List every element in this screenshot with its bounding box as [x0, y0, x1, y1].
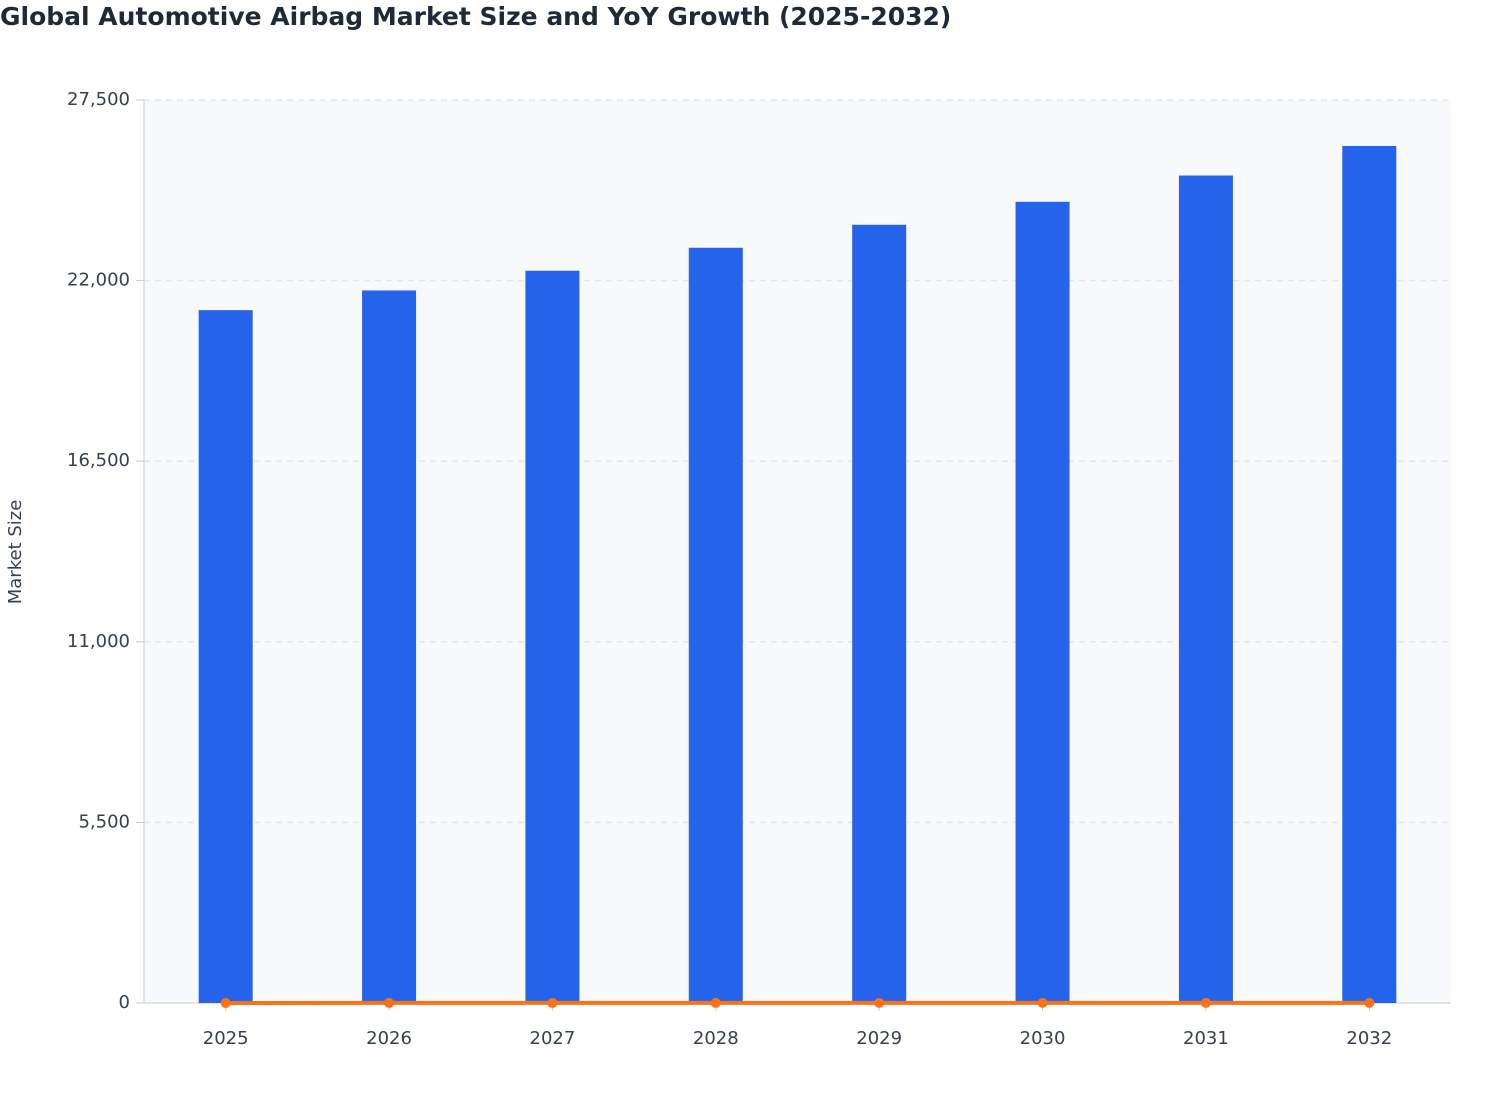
bar — [688, 247, 743, 1003]
x-tick-label: 2028 — [693, 1028, 739, 1049]
x-tick-label: 2027 — [530, 1028, 576, 1049]
line-point — [710, 997, 721, 1008]
bar — [852, 224, 907, 1003]
x-tick-label: 2030 — [1020, 1028, 1066, 1049]
line-point — [874, 997, 885, 1008]
bar — [362, 290, 417, 1003]
line-point — [1200, 997, 1211, 1008]
bar — [1342, 145, 1397, 1004]
x-tick-label: 2025 — [203, 1028, 249, 1049]
line-point — [220, 998, 231, 1008]
line-point — [1037, 997, 1048, 1008]
y-tick-label: 5,500 — [78, 811, 130, 832]
line-point — [547, 997, 558, 1008]
bar — [1015, 201, 1070, 1003]
bar — [525, 270, 580, 1003]
chart-title: Global Automotive Airbag Market Size and… — [0, 2, 951, 31]
y-tick-label: 16,500 — [67, 450, 130, 471]
y-tick-label: 27,500 — [67, 89, 130, 110]
x-tick-label: 2026 — [366, 1028, 412, 1049]
x-tick-label: 2029 — [856, 1028, 902, 1049]
y-tick-label: 22,000 — [67, 270, 130, 291]
bar — [198, 310, 253, 1004]
x-tick-label: 2032 — [1346, 1028, 1392, 1049]
plot-area — [144, 100, 1451, 1003]
line-point — [1364, 997, 1375, 1008]
y-tick-label: 0 — [119, 992, 130, 1013]
line-point — [384, 997, 395, 1008]
bar — [1178, 175, 1233, 1004]
x-tick-label: 2031 — [1183, 1028, 1229, 1049]
y-axis-label: Market Size — [5, 500, 26, 605]
y-tick-label: 11,000 — [67, 631, 130, 652]
